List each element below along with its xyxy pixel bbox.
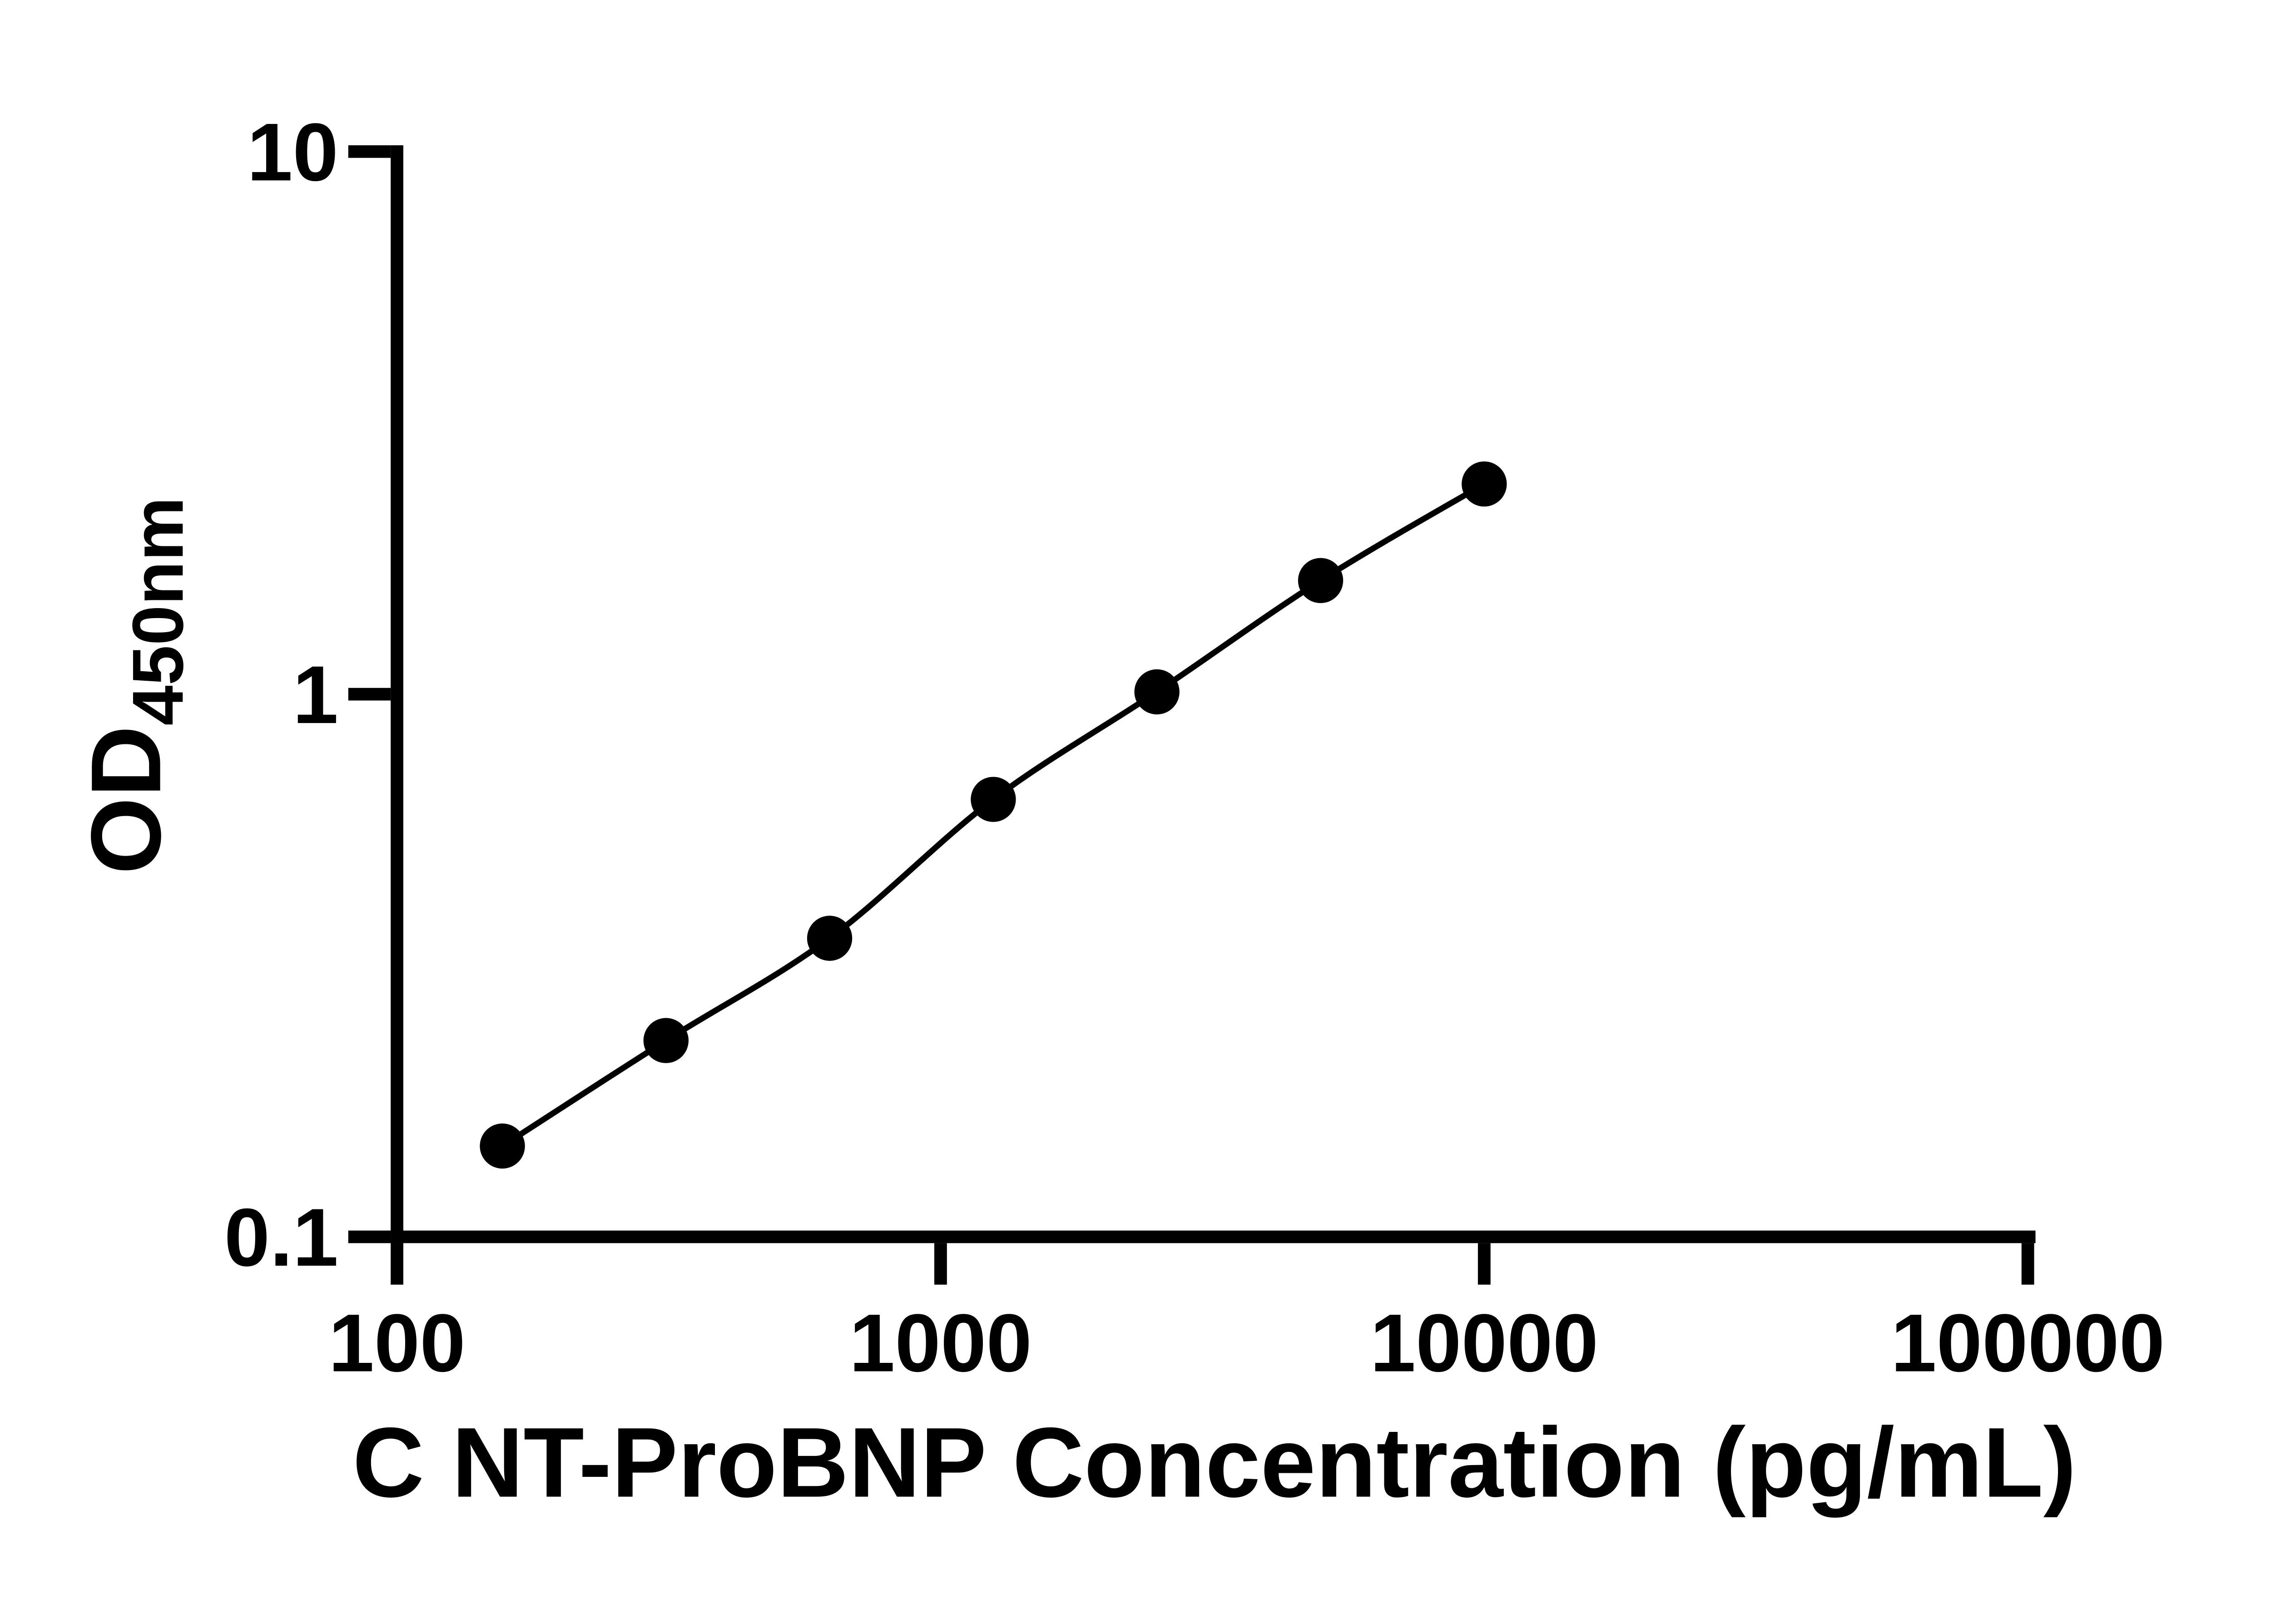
y-axis-title-main: OD [71, 726, 182, 875]
data-point [480, 1123, 525, 1169]
data-point [1298, 558, 1344, 603]
x-axis-title: C NT-ProBNP Concentration (pg/mL) [352, 1407, 2076, 1518]
x-tick-label: 10000 [1370, 1297, 1598, 1389]
data-points [480, 461, 1507, 1169]
x-tick-label: 100000 [1891, 1297, 2165, 1389]
y-tick-label: 0.1 [224, 1192, 338, 1283]
data-point [1134, 669, 1180, 715]
y-axis-title-subscript: 450nm [117, 497, 198, 726]
x-axis-ticks: 100 1000 10000 100000 [328, 1243, 2165, 1389]
data-point [643, 1018, 689, 1063]
data-point [807, 916, 853, 961]
x-tick-label: 100 [328, 1297, 466, 1389]
x-tick-label: 1000 [849, 1297, 1032, 1389]
y-axis-ticks: 10 1 0.1 [224, 106, 391, 1283]
y-axis-title: OD450nm [71, 497, 198, 874]
data-point [971, 777, 1016, 822]
y-tick-label: 10 [247, 106, 338, 198]
y-tick-label: 1 [293, 649, 338, 741]
data-point [1462, 461, 1507, 507]
